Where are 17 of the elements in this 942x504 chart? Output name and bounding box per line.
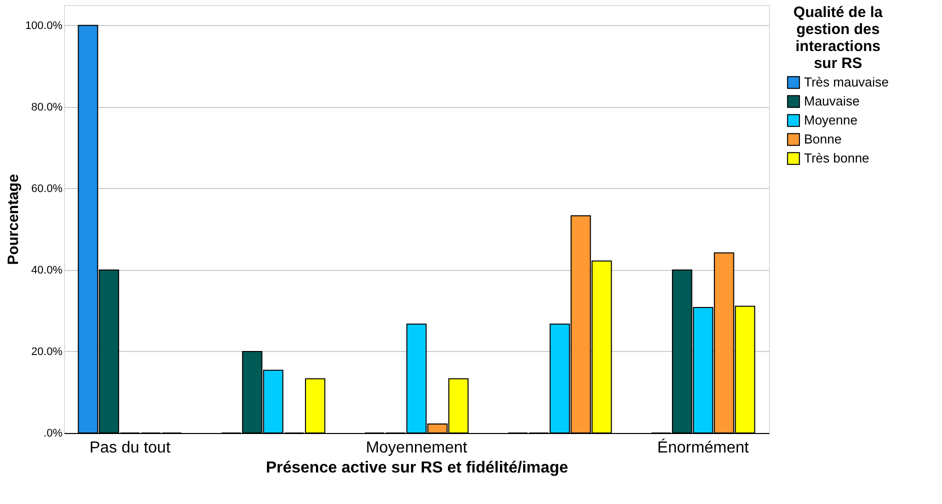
legend-label: Très bonne <box>804 150 870 166</box>
legend-title: Qualité de la gestion des interactions sur RS <box>793 4 884 72</box>
y-tick-label: 100.0% <box>25 20 63 32</box>
y-tick-label: 20.0% <box>31 346 63 358</box>
x-axis-title: Présence active sur RS et fidélité/image <box>266 460 568 476</box>
y-tick-label: 60.0% <box>31 182 63 195</box>
y-tick-label: 80.0% <box>31 101 63 114</box>
x-tick-label: Énormément <box>657 438 750 456</box>
legend-label: Mauvaise <box>804 94 860 108</box>
x-tick-label: Moyennement <box>366 440 468 456</box>
y-tick-label: 40.0% <box>31 264 63 276</box>
x-tick-label: Pas du tout <box>89 440 171 456</box>
legend-label: Moyenne <box>804 112 858 128</box>
y-axis-title: Pourcentage <box>5 174 22 265</box>
y-tick-label: .0% <box>44 428 63 440</box>
legend-label: Bonne <box>804 132 842 146</box>
legend-label: Très mauvaise <box>804 74 889 90</box>
